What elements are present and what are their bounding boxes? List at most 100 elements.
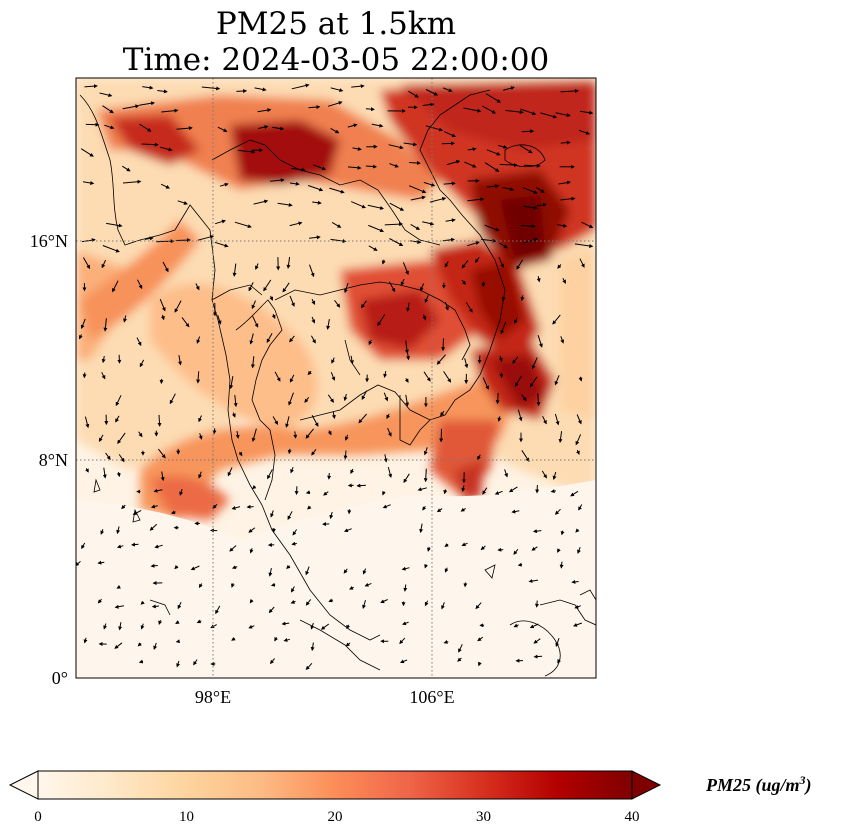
wind-vector bbox=[382, 504, 391, 509]
wind-vector bbox=[160, 146, 173, 152]
wind-vector bbox=[286, 564, 291, 569]
wind-vector bbox=[383, 454, 388, 463]
wind-vector bbox=[246, 504, 254, 509]
y-tick-8n: 8°N bbox=[39, 450, 68, 470]
wind-vector bbox=[403, 142, 418, 147]
wind-vector bbox=[541, 470, 547, 479]
wind-vector bbox=[521, 129, 535, 134]
wind-vector bbox=[258, 125, 269, 130]
wind-vector bbox=[560, 530, 565, 536]
wind-vector bbox=[426, 546, 431, 552]
wind-vector bbox=[328, 598, 334, 603]
wind-vector bbox=[248, 527, 256, 533]
wind-vector bbox=[443, 371, 452, 383]
wind-vector bbox=[512, 356, 519, 364]
wind-vector bbox=[419, 283, 425, 292]
wind-vector bbox=[406, 352, 411, 361]
gridlines bbox=[76, 78, 596, 678]
wind-vector bbox=[555, 112, 571, 118]
colorbar-tick-10: 10 bbox=[179, 809, 194, 825]
wind-vector bbox=[327, 101, 343, 107]
wind-vector bbox=[387, 427, 392, 437]
wind-vector bbox=[291, 83, 310, 90]
wind-vector bbox=[516, 259, 524, 270]
wind-vector bbox=[520, 108, 537, 116]
wind-vector bbox=[115, 415, 120, 423]
wind-vector bbox=[494, 490, 503, 495]
wind-vector bbox=[79, 334, 83, 340]
wind-vector bbox=[157, 89, 168, 94]
wind-vector bbox=[217, 126, 228, 132]
wind-vector bbox=[311, 415, 319, 427]
wind-vector bbox=[308, 105, 321, 110]
wind-vector bbox=[550, 489, 557, 494]
wind-vector bbox=[229, 545, 237, 552]
wind-vector bbox=[579, 258, 585, 268]
wind-vector bbox=[404, 340, 409, 354]
wind-vector bbox=[425, 125, 444, 132]
wind-vector bbox=[150, 504, 158, 509]
wind-vector bbox=[85, 468, 89, 473]
wind-vector bbox=[422, 506, 427, 511]
wind-vector bbox=[137, 279, 143, 290]
wind-vector bbox=[533, 654, 543, 659]
wind-vector bbox=[136, 337, 142, 347]
wind-vector bbox=[560, 336, 565, 344]
colorbar-tick-30: 30 bbox=[476, 809, 491, 825]
wind-vector bbox=[467, 147, 477, 152]
wind-vector bbox=[118, 454, 125, 463]
wind-vector bbox=[311, 298, 316, 305]
wind-vector bbox=[514, 375, 523, 387]
wind-vector bbox=[250, 356, 255, 369]
wind-vector bbox=[309, 264, 315, 278]
wind-vector bbox=[169, 393, 176, 405]
wind-vector bbox=[573, 622, 582, 627]
wind-vector bbox=[498, 256, 504, 269]
wind-vector bbox=[310, 642, 315, 652]
wind-vector bbox=[502, 187, 515, 192]
wind-vector bbox=[388, 144, 404, 150]
wind-vector bbox=[281, 621, 290, 626]
wind-vector bbox=[271, 126, 285, 131]
wind-vector bbox=[122, 104, 140, 110]
wind-vector bbox=[513, 548, 519, 555]
wind-vector bbox=[232, 263, 237, 277]
wind-vector bbox=[236, 89, 248, 94]
wind-vector bbox=[425, 89, 439, 96]
wind-vector bbox=[417, 487, 428, 492]
wind-vector bbox=[198, 583, 203, 589]
wind-vector bbox=[380, 599, 388, 604]
wind-vector bbox=[486, 184, 500, 189]
wind-vector bbox=[533, 638, 541, 644]
wind-vector bbox=[141, 142, 159, 147]
wind-vector bbox=[540, 112, 558, 119]
wind-vector bbox=[331, 221, 342, 228]
pm25-field bbox=[76, 78, 596, 678]
coastlines bbox=[79, 89, 596, 677]
wind-vector bbox=[555, 638, 560, 648]
wind-vector bbox=[537, 335, 543, 348]
wind-vector bbox=[444, 261, 449, 268]
wind-vector bbox=[347, 165, 362, 170]
wind-vector bbox=[139, 359, 145, 368]
wind-vector bbox=[179, 488, 184, 496]
wind-vector bbox=[345, 642, 351, 647]
y-tick-16n: 16°N bbox=[30, 231, 68, 251]
wind-vector bbox=[249, 598, 254, 604]
wind-vector bbox=[257, 108, 272, 113]
wind-vector bbox=[305, 490, 311, 495]
map-frame bbox=[75, 77, 597, 679]
wind-vector bbox=[574, 243, 594, 248]
wind-vector bbox=[362, 568, 367, 575]
wind-vector bbox=[144, 236, 154, 241]
wind-vector bbox=[234, 221, 252, 229]
wind-vector bbox=[160, 314, 165, 321]
wind-vector bbox=[122, 165, 131, 172]
wind-vector bbox=[106, 222, 123, 228]
wind-vector bbox=[399, 659, 408, 664]
wind-vector bbox=[429, 197, 447, 203]
wind-vector bbox=[84, 84, 98, 89]
wind-vector bbox=[118, 622, 123, 631]
wind-vector bbox=[498, 355, 503, 362]
wind-vector bbox=[508, 486, 518, 493]
